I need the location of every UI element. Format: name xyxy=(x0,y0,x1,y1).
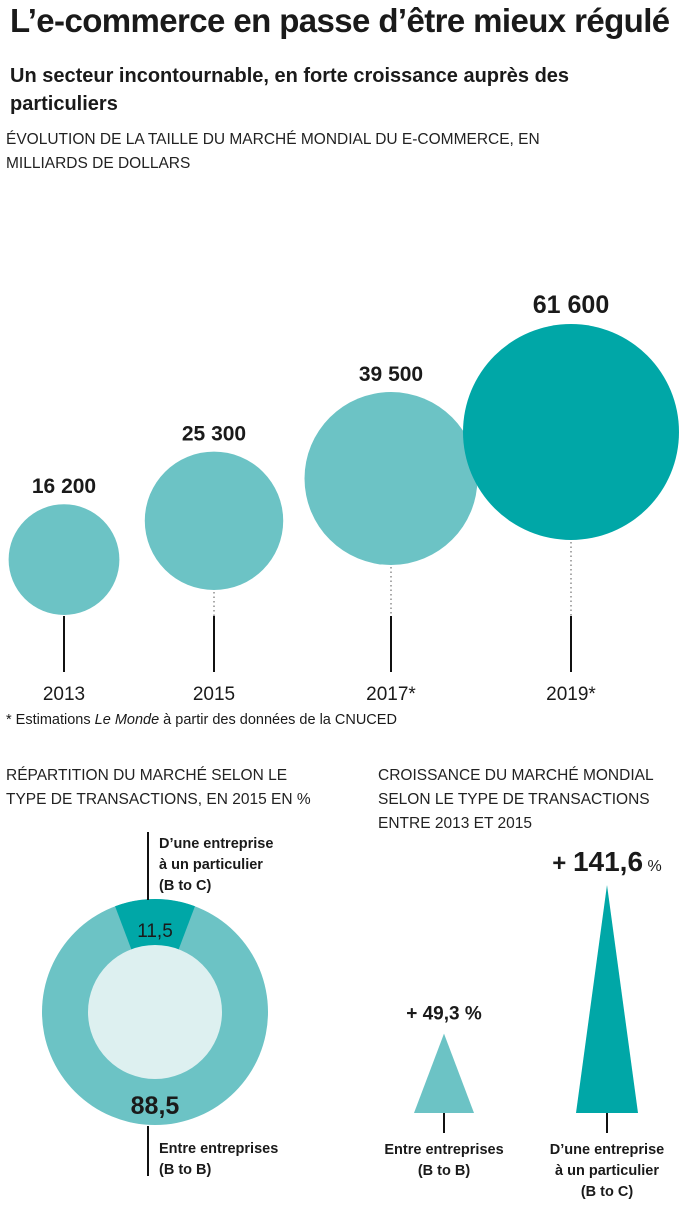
donut-hole xyxy=(88,945,222,1079)
transaction-share-donut-chart: 11,5 88,5 D’une entreprise à un particulier… xyxy=(42,832,278,1178)
market-size-bubble-chart: 16 200 2013 25 300 2015 39 500 2017* 61 600 201… xyxy=(8,291,679,705)
donut-category-label-b2b: (B to B) xyxy=(159,1162,212,1178)
growth-value-label-b2b: + 49,3 % xyxy=(406,1004,482,1025)
bubble-year-label-2013: 2013 xyxy=(43,684,85,705)
donut-category-label-b2c: à un particulier xyxy=(159,857,263,873)
growth-category-label-b2c: à un particulier xyxy=(555,1163,659,1179)
bubble-year-label-2017: 2017* xyxy=(366,684,416,705)
bubble-2015 xyxy=(144,451,284,590)
growth-chart-title: CROISSANCE DU MARCHÉ MONDIAL SELON LE TY… xyxy=(378,767,654,832)
growth-triangle-b2b xyxy=(414,1033,474,1113)
growth-category-label-b2c: D’une entreprise xyxy=(550,1142,664,1158)
growth-triangle-b2c xyxy=(576,885,638,1113)
bubble-year-label-2019: 2019* xyxy=(546,684,596,705)
bubble-value-label-2017: 39 500 xyxy=(359,363,423,386)
page-title: L’e-commerce en passe d’être mieux régul… xyxy=(10,2,670,39)
bubble-value-label-2019: 61 600 xyxy=(533,291,609,319)
donut-value-label-b2c: 11,5 xyxy=(137,921,173,942)
page-subtitle: Un secteur incontournable, en forte croi… xyxy=(10,65,570,115)
bubble-2017 xyxy=(304,392,478,565)
donut-category-label-b2c: D’une entreprise xyxy=(159,836,273,852)
market-size-chart-title: ÉVOLUTION DE LA TAILLE DU MARCHÉ MONDIAL… xyxy=(6,131,540,172)
bubble-value-label-2015: 25 300 xyxy=(182,423,246,446)
bubble-year-label-2015: 2015 xyxy=(193,684,235,705)
growth-value-label-b2c: + 141,6 % xyxy=(552,846,661,877)
bubble-2013 xyxy=(8,504,120,615)
transaction-share-chart-title: RÉPARTITION DU MARCHÉ SELON LE TYPE DE T… xyxy=(6,767,311,808)
estimation-note: * Estimations Le Monde à partir des donn… xyxy=(6,712,397,728)
donut-value-label-b2b: 88,5 xyxy=(131,1092,180,1120)
growth-category-label-b2c: (B to C) xyxy=(581,1184,634,1200)
growth-category-label-b2b: (B to B) xyxy=(418,1163,471,1179)
growth-triangle-chart: + 49,3 % Entre entreprises (B to B) + 141,6… xyxy=(384,846,664,1200)
donut-category-label-b2c: (B to C) xyxy=(159,878,212,894)
bubble-2019 xyxy=(463,324,679,540)
growth-category-label-b2b: Entre entreprises xyxy=(384,1142,503,1158)
donut-category-label-b2b: Entre entreprises xyxy=(159,1141,278,1157)
bubble-value-label-2013: 16 200 xyxy=(32,475,96,498)
